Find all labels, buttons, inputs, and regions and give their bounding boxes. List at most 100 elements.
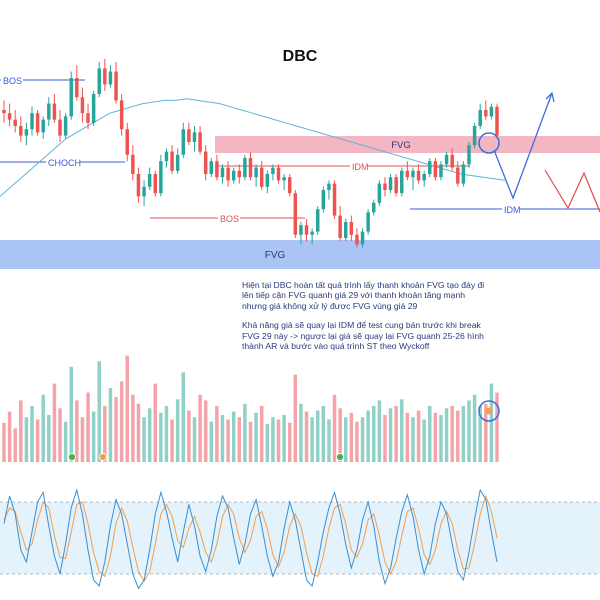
candle-body <box>276 167 281 181</box>
volume-bar <box>444 408 449 462</box>
candle-body <box>344 222 348 238</box>
candle-body <box>175 154 180 171</box>
volume-bar <box>24 417 29 462</box>
candle-body <box>287 177 292 194</box>
candle-body <box>428 161 432 174</box>
event-marker-3 <box>336 453 344 461</box>
volume-bar <box>131 394 135 462</box>
candle-body <box>226 167 230 181</box>
candle-body <box>198 132 202 152</box>
candle-body <box>13 119 17 126</box>
candle-body <box>383 183 387 190</box>
projection-down-path <box>544 169 600 213</box>
volume-bar <box>69 366 73 462</box>
candle-body <box>19 126 23 136</box>
candle-body <box>47 103 51 120</box>
volume-bar <box>108 388 113 462</box>
volume-bar <box>265 423 270 462</box>
volume-bar <box>377 400 382 462</box>
candle-body <box>338 215 342 238</box>
volume-bar <box>86 392 90 462</box>
volume-bar <box>383 414 387 462</box>
volume-bar <box>114 397 118 462</box>
volume-bar <box>338 408 342 462</box>
volume-bar <box>119 381 124 462</box>
candle-body <box>366 212 370 232</box>
event-marker-2 <box>99 453 107 461</box>
volume-bar <box>478 406 482 462</box>
volume-bar <box>220 414 225 462</box>
candle-body <box>209 161 214 174</box>
candle-body <box>41 119 45 133</box>
volume-bar <box>203 400 208 462</box>
volume-bar <box>422 419 426 462</box>
volume-bar <box>293 374 298 462</box>
candle-body <box>114 71 118 101</box>
bos-top-label-bg <box>1 75 23 86</box>
volume-bar <box>215 406 219 462</box>
candle-body <box>259 167 264 187</box>
bos-top-label: BOS <box>3 76 22 86</box>
candle-body <box>69 78 73 117</box>
candle-body <box>131 154 135 174</box>
candle-body <box>405 170 410 178</box>
volume-bar <box>170 419 174 462</box>
volume-bar <box>97 361 101 462</box>
candle-body <box>58 119 62 136</box>
event-marker-1 <box>68 453 76 461</box>
volume-bar <box>349 412 354 462</box>
candle-body <box>489 106 494 117</box>
volume-series <box>2 355 499 462</box>
volume-bar <box>75 400 79 462</box>
volume-bar <box>366 410 370 462</box>
volume-bar <box>147 408 152 462</box>
volume-bar <box>405 412 410 462</box>
fvg-top-label: FVG <box>391 140 411 151</box>
bos-mid-label: BOS <box>220 214 239 224</box>
idm-mid-label-bg <box>350 161 368 172</box>
volume-bar <box>271 417 275 462</box>
candle-body <box>108 71 113 85</box>
choch-label-bg <box>46 157 80 168</box>
candle-body <box>147 174 152 187</box>
fvg-bottom-zone <box>0 240 600 269</box>
candle-body <box>215 161 219 178</box>
candle-body <box>103 68 107 85</box>
volume-bar <box>495 392 499 462</box>
candle-body <box>86 113 90 123</box>
volume-bar <box>13 428 17 462</box>
volume-bar <box>372 406 376 462</box>
projection-up-path <box>493 92 553 200</box>
volume-bar <box>388 408 393 462</box>
candle-body <box>327 183 331 190</box>
volume-bar <box>439 414 443 462</box>
volume-bar <box>47 414 51 462</box>
candle-body <box>456 167 460 184</box>
candle-body <box>439 164 443 178</box>
volume-bar <box>456 410 460 462</box>
candle-body <box>472 126 477 146</box>
candle-body <box>63 116 68 136</box>
candle-body <box>394 177 398 194</box>
fvg-top-zone <box>215 136 600 153</box>
idm-right-label-bg <box>502 204 520 215</box>
chart-title: DBC <box>283 48 318 65</box>
candle-body <box>91 94 96 123</box>
volume-bar <box>248 421 253 462</box>
volume-highlight-circle <box>478 400 500 422</box>
candle-body <box>450 154 454 168</box>
candle-body <box>349 222 354 235</box>
volume-bar <box>63 421 68 462</box>
volume-bar <box>400 399 404 462</box>
volume-bar <box>91 411 96 462</box>
volume-bar <box>198 394 202 462</box>
candlestick-series <box>2 58 499 248</box>
candle-body <box>136 174 141 197</box>
candle-body <box>24 129 29 136</box>
choch-label: CHOCH <box>48 158 81 168</box>
candle-body <box>119 100 124 130</box>
volume-bar <box>30 406 34 462</box>
volume-bar <box>125 355 129 462</box>
candle-body <box>461 164 466 184</box>
stochastic-band <box>0 502 600 574</box>
